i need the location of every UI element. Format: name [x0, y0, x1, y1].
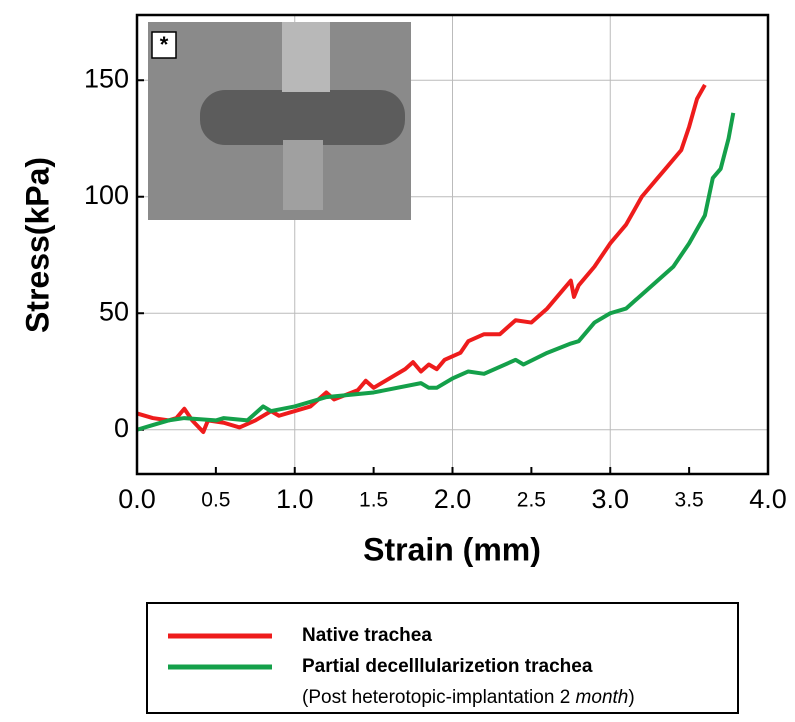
legend-label: Native trachea [302, 625, 432, 646]
y-tick-label: 50 [99, 296, 129, 326]
data-line [136, 83, 707, 435]
x-tick-label: 1.0 [276, 484, 314, 514]
y-axis-title: Stress(kPa) [19, 157, 55, 333]
inset-disc [200, 90, 405, 145]
legend-label: Partial decelllularizetion trachea [302, 656, 593, 677]
inset-rod [283, 140, 323, 210]
legend-box [146, 602, 739, 714]
inset-label: * [160, 32, 169, 57]
x-tick-label: 3.5 [675, 489, 704, 512]
note-text: month [576, 687, 629, 708]
inset-rod [282, 22, 330, 92]
plot-frame [135, 13, 770, 476]
x-tick-label: 3.0 [591, 484, 629, 514]
x-tick-label: 0.5 [201, 489, 230, 512]
data-line [136, 112, 736, 432]
note-text: (Post heterotopic-implantation 2 [302, 687, 576, 708]
x-tick-label: 4.0 [749, 484, 787, 514]
legend-note: (Post heterotopic-implantation 2 month) [302, 687, 635, 708]
x-tick-label: 1.5 [359, 489, 388, 512]
note-text: ) [628, 687, 634, 708]
y-tick-label: 0 [114, 413, 129, 443]
x-axis-title: Strain (mm) [363, 531, 541, 567]
x-tick-label: 0.0 [118, 484, 156, 514]
inset-label-box [151, 31, 177, 59]
y-tick-label: 100 [84, 180, 129, 210]
x-tick-label: 2.0 [434, 484, 472, 514]
y-tick-label: 150 [84, 63, 129, 93]
x-tick-label: 2.5 [517, 489, 546, 512]
